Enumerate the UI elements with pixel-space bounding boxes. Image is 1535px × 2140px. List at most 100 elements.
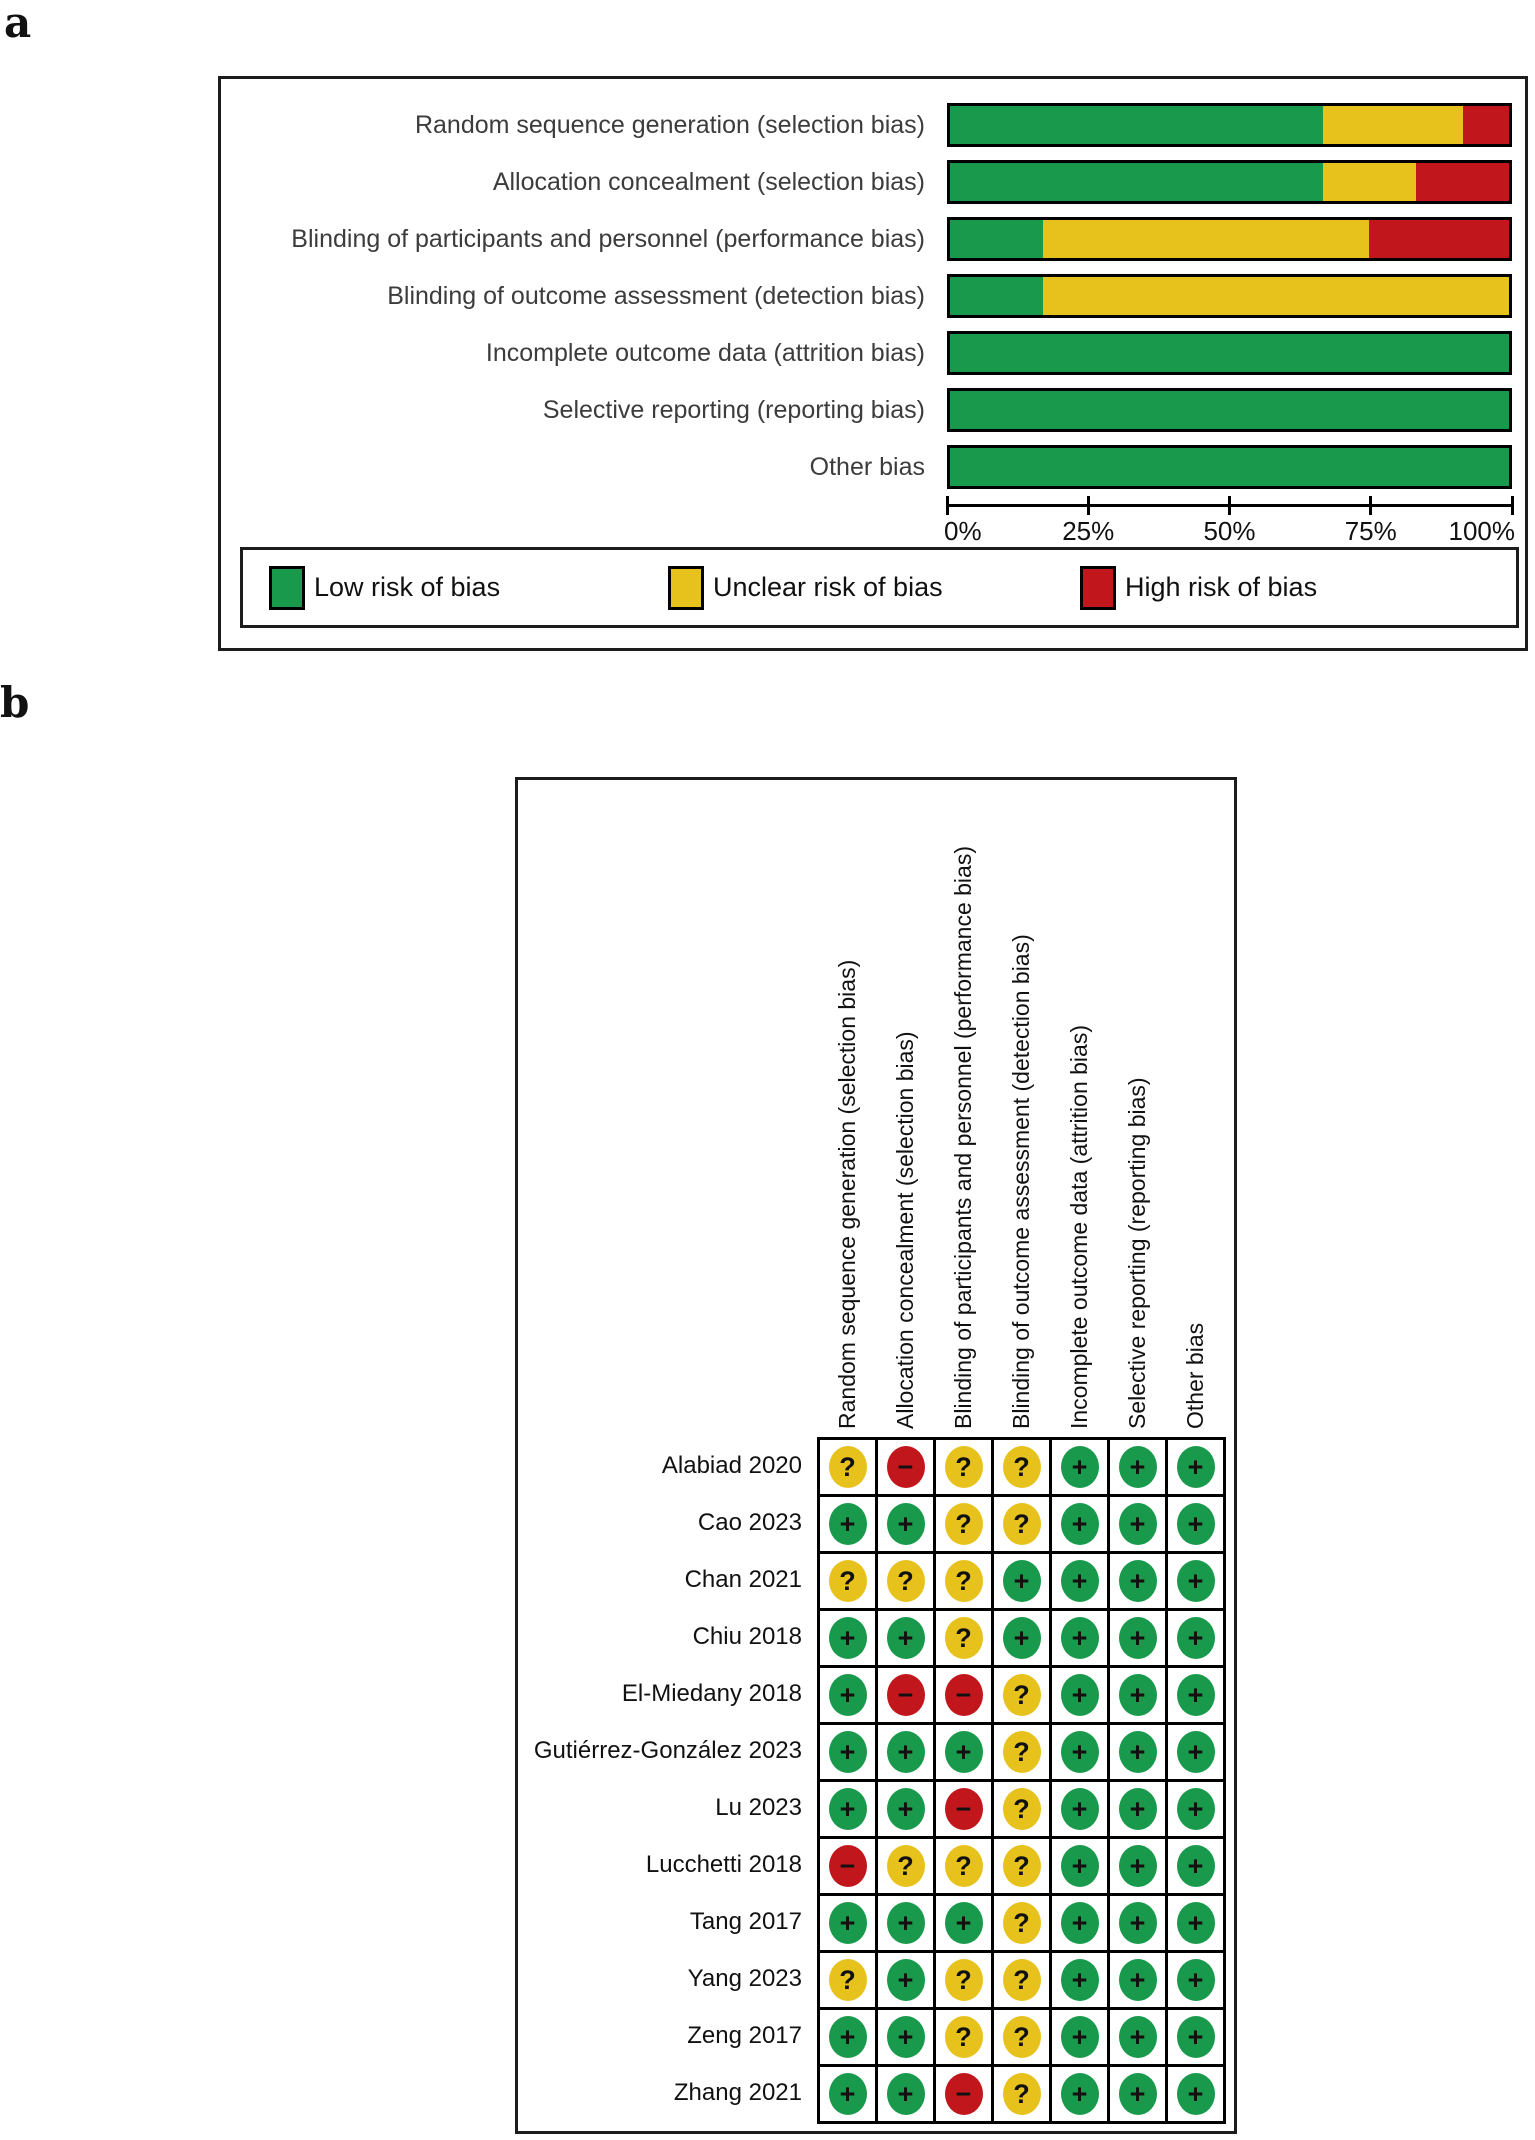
grid-cell: + (1165, 1608, 1223, 1665)
grid-cell: + (1049, 1551, 1107, 1608)
stacked-bar (947, 217, 1512, 261)
grid-cell: ? (991, 1494, 1049, 1551)
bar-segment-low (950, 448, 1509, 486)
grid-cell: ? (991, 1665, 1049, 1722)
legend-label: High risk of bias (1125, 572, 1318, 602)
judgement-circle-low: + (1176, 1788, 1215, 1830)
study-label: Lu 2023 (715, 1793, 802, 1821)
grid-cell: + (1107, 1722, 1165, 1779)
grid-cell: + (1165, 1665, 1223, 1722)
grid-cell: + (1165, 1437, 1223, 1494)
judgement-circle-low: + (828, 1503, 867, 1545)
legend: Low risk of bias Unclear risk of bias High… (240, 547, 1519, 628)
judgement-symbol: + (897, 1622, 914, 1653)
judgement-symbol: + (839, 1793, 856, 1824)
x-axis-tick-label: 25% (1062, 516, 1115, 546)
judgement-symbol: ? (955, 1850, 972, 1881)
judgement-symbol: + (1071, 1736, 1088, 1767)
judgement-circle-unclear: ? (944, 1617, 983, 1659)
grid-cell: + (875, 2007, 933, 2064)
grid-cell: − (875, 1437, 933, 1494)
stacked-bar (947, 274, 1512, 318)
column-header: Other bias (1182, 1322, 1208, 1429)
judgement-symbol: + (1129, 1907, 1146, 1938)
grid-cell: + (1165, 2064, 1223, 2121)
grid-cell: + (1049, 1494, 1107, 1551)
judgement-circle-low: + (1176, 1617, 1215, 1659)
grid-cell: ? (817, 1551, 875, 1608)
bar-row: Other bias (221, 445, 1525, 489)
column-header: Allocation concealment (selection bias) (892, 1031, 918, 1429)
judgement-symbol: + (1071, 1907, 1088, 1938)
judgement-circle-low: + (1176, 2073, 1215, 2115)
x-axis-tick (1369, 496, 1373, 515)
judgement-circle-low: + (886, 2016, 925, 2058)
summary-grid: ? −?? + + + + +?? + + +??? + + + + + +? + + + + + − −? + + + + + +? +… (817, 1437, 1226, 2124)
judgement-symbol: ? (955, 1451, 972, 1482)
judgement-symbol: + (1013, 1622, 1030, 1653)
bar-segment-low (950, 163, 1323, 201)
judgement-circle-low: + (828, 1617, 867, 1659)
grid-cell: + (1107, 1950, 1165, 2007)
bar-row: Allocation concealment (selection bias) (221, 160, 1525, 204)
grid-cell: + (1165, 1722, 1223, 1779)
judgement-circle-unclear: ? (1002, 1674, 1041, 1716)
judgement-symbol: + (1129, 1736, 1146, 1767)
grid-cell: + (1165, 2007, 1223, 2064)
grid-cell: ? (817, 1950, 875, 2007)
legend-swatch-high (1080, 565, 1116, 610)
judgement-symbol: ? (955, 1622, 972, 1653)
judgement-symbol: + (1071, 1679, 1088, 1710)
bar-segment-unclear (1043, 220, 1370, 258)
grid-cell: + (1107, 1551, 1165, 1608)
risk-of-bias-graph-panel: Random sequence generation (selection bi… (218, 76, 1528, 651)
judgement-symbol: + (1071, 1451, 1088, 1482)
judgement-symbol: + (1187, 2021, 1204, 2052)
grid-cell: ? (991, 1722, 1049, 1779)
x-axis-tick (1086, 496, 1090, 515)
x-axis-tick (1510, 496, 1514, 515)
judgement-circle-unclear: ? (1002, 2016, 1041, 2058)
bar-category-label: Blinding of participants and personnel (… (291, 224, 925, 253)
judgement-circle-low: + (1002, 1560, 1041, 1602)
judgement-symbol: ? (1013, 1793, 1030, 1824)
judgement-circle-low: + (828, 1731, 867, 1773)
grid-cell: + (817, 1608, 875, 1665)
judgement-circle-high: − (944, 2073, 983, 2115)
grid-cell: + (1107, 1893, 1165, 1950)
grid-cell: + (817, 2064, 875, 2121)
bar-segment-low (950, 277, 1044, 315)
judgement-circle-unclear: ? (944, 1845, 983, 1887)
grid-cell: ? (933, 1437, 991, 1494)
grid-cell: + (991, 1551, 1049, 1608)
grid-cell: + (1049, 1779, 1107, 1836)
judgement-circle-unclear: ? (944, 1503, 983, 1545)
judgement-circle-low: + (828, 1788, 867, 1830)
legend-item-high: High risk of bias (1080, 550, 1317, 625)
panel-a-label: a (4, 0, 32, 47)
judgement-circle-low: + (1060, 2073, 1099, 2115)
grid-cell: + (1165, 1494, 1223, 1551)
grid-cell: ? (933, 1551, 991, 1608)
grid-cell: + (933, 1722, 991, 1779)
grid-cell: + (1049, 2064, 1107, 2121)
judgement-symbol: + (1071, 1565, 1088, 1596)
risk-of-bias-summary-panel: Random sequence generation (selection bi… (515, 777, 1237, 2134)
judgement-symbol: + (1071, 2021, 1088, 2052)
grid-cell: + (875, 2064, 933, 2121)
judgement-circle-unclear: ? (828, 1560, 867, 1602)
grid-cell: + (875, 1494, 933, 1551)
judgement-circle-low: + (1060, 1788, 1099, 1830)
bar-segment-high (1416, 163, 1509, 201)
grid-cell: − (875, 1665, 933, 1722)
grid-cell: ? (991, 1836, 1049, 1893)
judgement-circle-low: + (886, 1731, 925, 1773)
judgement-circle-unclear: ? (944, 1560, 983, 1602)
judgement-symbol: ? (1013, 1907, 1030, 1938)
judgement-circle-low: + (1060, 1902, 1099, 1944)
x-axis-tick-label: 75% (1344, 516, 1397, 546)
judgement-circle-low: + (1176, 1959, 1215, 2001)
judgement-symbol: + (1187, 1907, 1204, 1938)
judgement-circle-high: − (886, 1446, 925, 1488)
x-axis-tick-label: 50% (1203, 516, 1256, 546)
